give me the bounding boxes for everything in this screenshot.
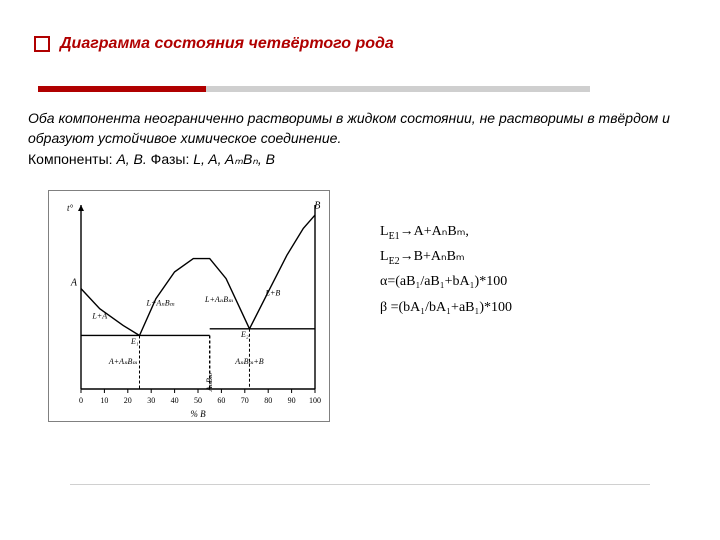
equation-3: α=(aB₁/aB₁+bA₁)*100 (380, 269, 512, 294)
svg-text:L+AₙBₘ: L+AₙBₘ (146, 298, 175, 307)
svg-text:90: 90 (288, 396, 296, 405)
svg-text:A: A (70, 277, 78, 288)
svg-text:20: 20 (124, 396, 132, 405)
phases-prefix: Фазы: (147, 151, 193, 167)
svg-text:AₙBₘ: AₙBₘ (205, 373, 214, 392)
svg-text:40: 40 (171, 396, 179, 405)
svg-text:L+AₙBₘ: L+AₙBₘ (204, 295, 233, 304)
phase-diagram: 0 10 20 30 40 50 60 70 80 90 100 % B t° A B L+A L+AₙBₘ L+… (48, 190, 330, 422)
svg-text:A+AₙBₘ: A+AₙBₘ (108, 357, 138, 366)
equation-2: LE2→B+AₙBₘ (380, 244, 512, 269)
svg-text:30: 30 (147, 396, 155, 405)
equation-1: LE1→A+AₙBₘ, (380, 219, 512, 244)
svg-text:60: 60 (217, 396, 225, 405)
svg-text:50: 50 (194, 396, 202, 405)
components-prefix: Компоненты: (28, 151, 116, 167)
svg-text:B: B (314, 200, 320, 211)
components-list: A, B. (116, 151, 146, 167)
svg-text:E₂: E₂ (240, 330, 249, 339)
equation-4: β =(bA₁/bA₁+aB₁)*100 (380, 295, 512, 320)
equations-block: LE1→A+AₙBₘ, LE2→B+AₙBₘ α=(aB₁/aB₁+bA₁)*1… (380, 219, 512, 320)
phases-list: L, A, AₘBₙ, B (193, 151, 275, 167)
title-bullet (34, 36, 50, 52)
slide-title: Диаграмма состояния четвёртого рода (60, 35, 394, 53)
svg-text:80: 80 (264, 396, 272, 405)
svg-text:100: 100 (309, 396, 321, 405)
svg-text:E₁: E₁ (130, 337, 139, 346)
svg-text:10: 10 (100, 396, 108, 405)
svg-text:70: 70 (241, 396, 249, 405)
footer-line (70, 484, 650, 485)
svg-text:L+A: L+A (91, 312, 107, 321)
svg-text:0: 0 (79, 396, 83, 405)
svg-text:AₙBₘ+B: AₙBₘ+B (234, 357, 264, 366)
description-italic: Оба компонента неограниченно растворимы … (28, 110, 670, 146)
svg-text:t°: t° (67, 203, 74, 213)
accent-bar (38, 86, 590, 92)
svg-text:L+B: L+B (265, 288, 281, 297)
svg-text:% B: % B (190, 409, 206, 419)
body-text: Оба компонента неограниченно растворимы … (28, 108, 698, 169)
